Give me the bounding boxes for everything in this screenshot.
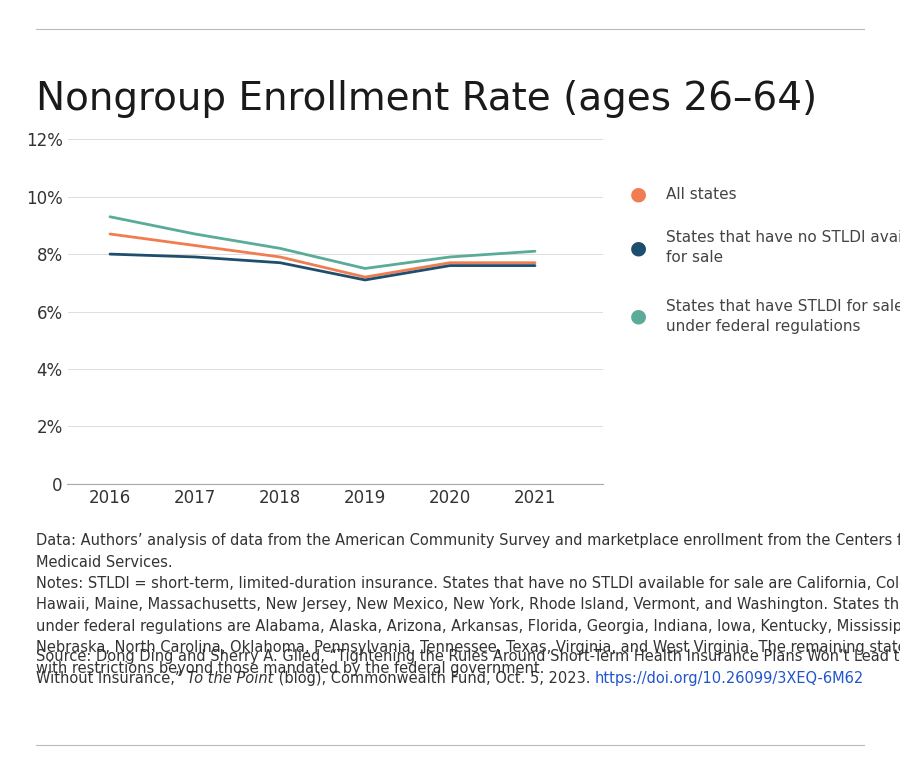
Text: ●: ● [630, 185, 647, 203]
Text: Source: Dong Ding and Sherry A. Glied, “Tightening the Rules Around Short-Term H: Source: Dong Ding and Sherry A. Glied, “… [36, 649, 900, 664]
Text: with restrictions beyond those mandated by the federal government.: with restrictions beyond those mandated … [36, 661, 544, 677]
Text: All states: All states [666, 187, 736, 202]
Text: States that have no STLDI available
for sale: States that have no STLDI available for … [666, 230, 900, 265]
Text: Hawaii, Maine, Massachusetts, New Jersey, New Mexico, New York, Rhode Island, Ve: Hawaii, Maine, Massachusetts, New Jersey… [36, 597, 900, 613]
Text: (blog), Commonwealth Fund, Oct. 5, 2023.: (blog), Commonwealth Fund, Oct. 5, 2023. [274, 671, 595, 686]
Text: Without Insurance,”: Without Insurance,” [36, 671, 187, 686]
Text: Nongroup Enrollment Rate (ages 26–64): Nongroup Enrollment Rate (ages 26–64) [36, 80, 817, 118]
Text: Nebraska, North Carolina, Oklahoma, Pennsylvania, Tennessee, Texas, Virginia, an: Nebraska, North Carolina, Oklahoma, Penn… [36, 640, 900, 655]
Text: under federal regulations are Alabama, Alaska, Arizona, Arkansas, Florida, Georg: under federal regulations are Alabama, A… [36, 619, 900, 634]
Text: States that have STLDI for sale
under federal regulations: States that have STLDI for sale under fe… [666, 299, 900, 334]
Text: ●: ● [630, 239, 647, 257]
Text: ●: ● [630, 307, 647, 325]
Text: To the Point: To the Point [187, 671, 274, 686]
Text: Medicaid Services.: Medicaid Services. [36, 555, 173, 570]
Text: Data: Authors’ analysis of data from the American Community Survey and marketpla: Data: Authors’ analysis of data from the… [36, 533, 900, 549]
Text: https://doi.org/10.26099/3XEQ-6M62: https://doi.org/10.26099/3XEQ-6M62 [595, 671, 864, 686]
Text: Notes: STLDI = short-term, limited-duration insurance. States that have no STLDI: Notes: STLDI = short-term, limited-durat… [36, 576, 900, 591]
